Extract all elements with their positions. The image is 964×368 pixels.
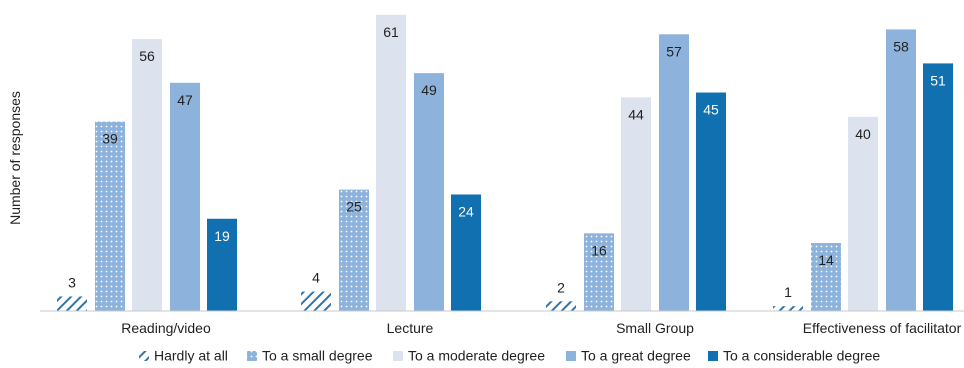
legend: Hardly at all To a small degree To a moder… bbox=[139, 348, 880, 364]
legend-swatch bbox=[566, 351, 576, 361]
y-axis-label: Number of responses bbox=[7, 91, 23, 225]
value-label: 47 bbox=[177, 92, 193, 108]
bar-to-a-small-degree-small-group bbox=[584, 233, 614, 311]
bar-to-a-great-degree-lecture bbox=[414, 73, 444, 311]
bar-hardly-at-all-small-group bbox=[546, 301, 576, 311]
bar-to-a-great-degree-effectiveness-of-facilitator bbox=[886, 29, 916, 312]
category-label: Small Group bbox=[616, 320, 694, 336]
legend-label: To a small degree bbox=[262, 348, 373, 364]
value-label: 51 bbox=[930, 72, 946, 88]
value-label: 16 bbox=[591, 242, 607, 258]
value-label: 19 bbox=[214, 228, 230, 244]
value-label: 61 bbox=[383, 24, 399, 40]
bar-to-a-great-degree-reading-video bbox=[170, 82, 200, 312]
legend-swatch bbox=[708, 351, 718, 361]
bar-to-a-small-degree-reading-video bbox=[95, 121, 125, 312]
bar-to-a-moderate-degree-effectiveness-of-facilitator bbox=[848, 116, 878, 311]
legend-label: To a considerable degree bbox=[723, 348, 880, 364]
legend-label: To a moderate degree bbox=[408, 348, 545, 364]
value-label: 3 bbox=[68, 274, 76, 290]
value-label: 49 bbox=[421, 82, 437, 98]
value-label: 45 bbox=[703, 102, 719, 118]
bar-to-a-moderate-degree-reading-video bbox=[132, 39, 162, 312]
value-label: 24 bbox=[458, 203, 474, 219]
value-label: 44 bbox=[628, 106, 644, 122]
value-label: 14 bbox=[818, 252, 834, 268]
bar-to-a-small-degree-effectiveness-of-facilitator bbox=[811, 243, 841, 311]
value-label: 56 bbox=[139, 48, 155, 64]
value-label: 39 bbox=[102, 131, 118, 147]
bar-to-a-considerable-degree-effectiveness-of-facilitator bbox=[923, 63, 953, 311]
value-label: 25 bbox=[346, 199, 362, 215]
category-label: Effectiveness of facilitator bbox=[803, 320, 962, 336]
legend-swatch bbox=[139, 351, 149, 361]
value-label: 40 bbox=[855, 126, 871, 142]
value-label: 2 bbox=[557, 279, 565, 295]
category-label: Reading/video bbox=[121, 320, 211, 336]
bar-to-a-considerable-degree-lecture bbox=[451, 194, 481, 311]
bar-to-a-considerable-degree-reading-video bbox=[207, 218, 237, 311]
bar-to-a-small-degree-lecture bbox=[339, 189, 369, 311]
bar-to-a-moderate-degree-lecture bbox=[376, 14, 406, 312]
legend-label: Hardly at all bbox=[154, 348, 228, 364]
bar-to-a-great-degree-small-group bbox=[659, 34, 689, 311]
value-label: 1 bbox=[784, 284, 792, 300]
legend-swatch bbox=[393, 351, 403, 361]
bar-to-a-moderate-degree-small-group bbox=[621, 97, 651, 311]
legend-label: To a great degree bbox=[581, 348, 691, 364]
value-label: 4 bbox=[312, 270, 320, 286]
bar-hardly-at-all-reading-video bbox=[57, 296, 87, 311]
value-label: 58 bbox=[893, 38, 909, 54]
bar-to-a-considerable-degree-small-group bbox=[696, 92, 726, 311]
value-label: 57 bbox=[666, 43, 682, 59]
category-label: Lecture bbox=[387, 320, 434, 336]
bar-hardly-at-all-lecture bbox=[301, 291, 331, 311]
bar-hardly-at-all-effectiveness-of-facilitator bbox=[773, 306, 803, 311]
legend-swatch bbox=[247, 351, 257, 361]
